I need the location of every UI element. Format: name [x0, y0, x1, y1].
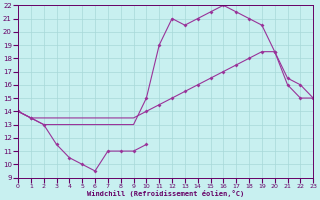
X-axis label: Windchill (Refroidissement éolien,°C): Windchill (Refroidissement éolien,°C)	[87, 190, 244, 197]
